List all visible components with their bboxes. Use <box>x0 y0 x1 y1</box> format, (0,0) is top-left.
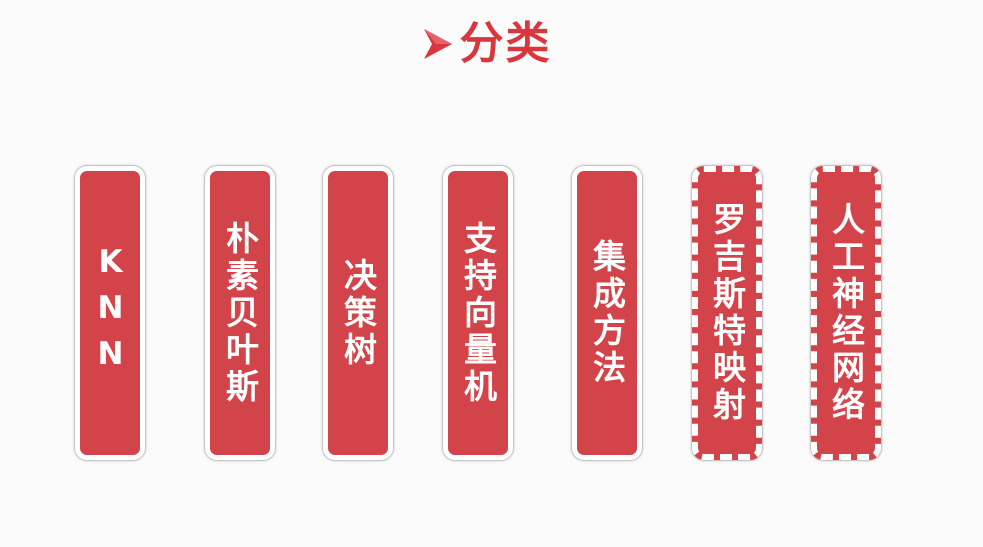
arrow-right-icon <box>423 29 452 59</box>
card-svm: 支持向量机 <box>443 166 513 460</box>
card-label: KNN <box>92 244 129 382</box>
card-label: 决策树 <box>338 257 378 369</box>
card-label: 集成方法 <box>587 239 627 387</box>
slide-title-group: 分类 <box>422 22 552 66</box>
card-decision-tree: 决策树 <box>323 166 393 460</box>
card-label: 人工神经网络 <box>826 202 866 424</box>
card-neural-network: 人工神经网络 <box>811 166 881 460</box>
card-knn: KNN <box>75 166 145 460</box>
card-label: 罗吉斯特映射 <box>707 202 747 424</box>
card-label: 支持向量机 <box>458 220 498 406</box>
card-ensemble: 集成方法 <box>572 166 642 460</box>
card-logistic-regression: 罗吉斯特映射 <box>692 166 762 460</box>
card-naive-bayes: 朴素贝叶斯 <box>205 166 275 460</box>
slide-title-text: 分类 <box>459 18 552 69</box>
slide-title: 分类 <box>0 14 983 74</box>
card-label: 朴素贝叶斯 <box>220 220 260 406</box>
